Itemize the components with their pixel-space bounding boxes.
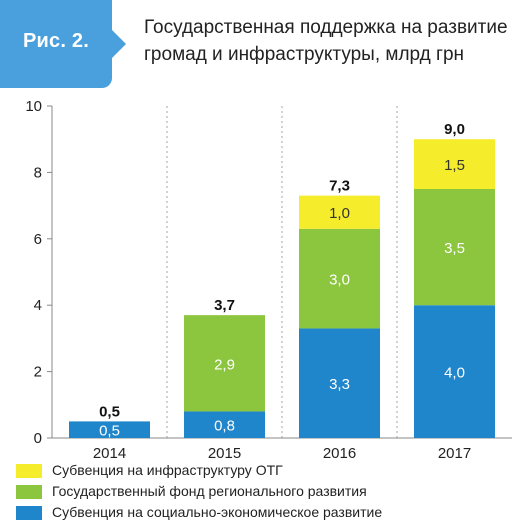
legend-label: Субвенция на социально-экономическое раз…: [52, 504, 383, 520]
figure-badge: Рис. 2.: [0, 0, 112, 88]
y-tick-label: 0: [34, 430, 42, 447]
bar-segment: [184, 411, 265, 438]
legend-label: Субвенция на инфраструктуру ОТГ: [52, 462, 283, 478]
legend-item: Государственный фонд регионального разви…: [16, 481, 526, 502]
bar-segment: [69, 421, 150, 438]
bar-data-label: 0,8: [214, 418, 235, 435]
x-tick-label: 2016: [323, 445, 356, 460]
y-tick-label: 8: [34, 164, 42, 181]
bar-data-label: 3,0: [329, 272, 350, 289]
chart-legend: Субвенция на инфраструктуру ОТГ Государст…: [16, 460, 526, 523]
y-tick-label: 10: [25, 98, 42, 115]
bar-data-label: 0,5: [99, 423, 120, 440]
bar-total-label: 3,7: [214, 297, 235, 314]
y-tick-label: 6: [34, 231, 42, 248]
bar-total-label: 9,0: [444, 121, 465, 138]
bar-data-label: 3,5: [444, 240, 465, 257]
bar-data-label: 2,9: [214, 356, 235, 373]
legend-swatch: [16, 464, 42, 478]
badge-arrow: [112, 30, 126, 58]
bar-data-label: 4,0: [444, 365, 465, 382]
bar-segment: [414, 139, 495, 189]
bar-data-label: 3,3: [329, 376, 350, 393]
bar-segment: [299, 228, 380, 329]
bar-segment: [299, 195, 380, 229]
x-tick-label: 2014: [93, 445, 126, 460]
bar-segment: [414, 189, 495, 306]
legend-swatch: [16, 485, 42, 499]
chart-title-line1: Государственная поддержка на развитие: [144, 17, 508, 38]
stacked-bar-chart: 0 2 4 6 8 10 0,5 0,5 2014 0,8 2,9 3,7 2015 3,3 3,0 1,0 7…: [25, 98, 512, 460]
bar-segment: [184, 315, 265, 412]
figure-label: Рис. 2.: [23, 30, 89, 52]
bar-data-label: 1,5: [444, 157, 465, 174]
legend-label: Государственный фонд регионального разви…: [52, 483, 367, 499]
bar-segment: [414, 305, 495, 438]
bar-segment: [299, 328, 380, 438]
chart-title-line2: громад и инфраструктуры, млрд грн: [144, 44, 465, 65]
x-tick-label: 2017: [438, 445, 471, 460]
x-tick-label: 2015: [208, 445, 241, 460]
y-tick-label: 2: [34, 364, 42, 381]
bar-total-label: 7,3: [329, 178, 350, 195]
legend-item: Субвенция на инфраструктуру ОТГ: [16, 460, 526, 481]
figure-header: Рис. 2. Государственная поддержка на раз…: [0, 0, 531, 100]
bar-data-label: 1,0: [329, 205, 350, 222]
y-tick-label: 4: [34, 297, 42, 314]
bar-total-label: 0,5: [99, 403, 120, 420]
chart-title: Государственная поддержка на развитие гр…: [144, 14, 524, 68]
legend-swatch: [16, 506, 42, 520]
legend-item: Субвенция на социально-экономическое раз…: [16, 502, 526, 523]
